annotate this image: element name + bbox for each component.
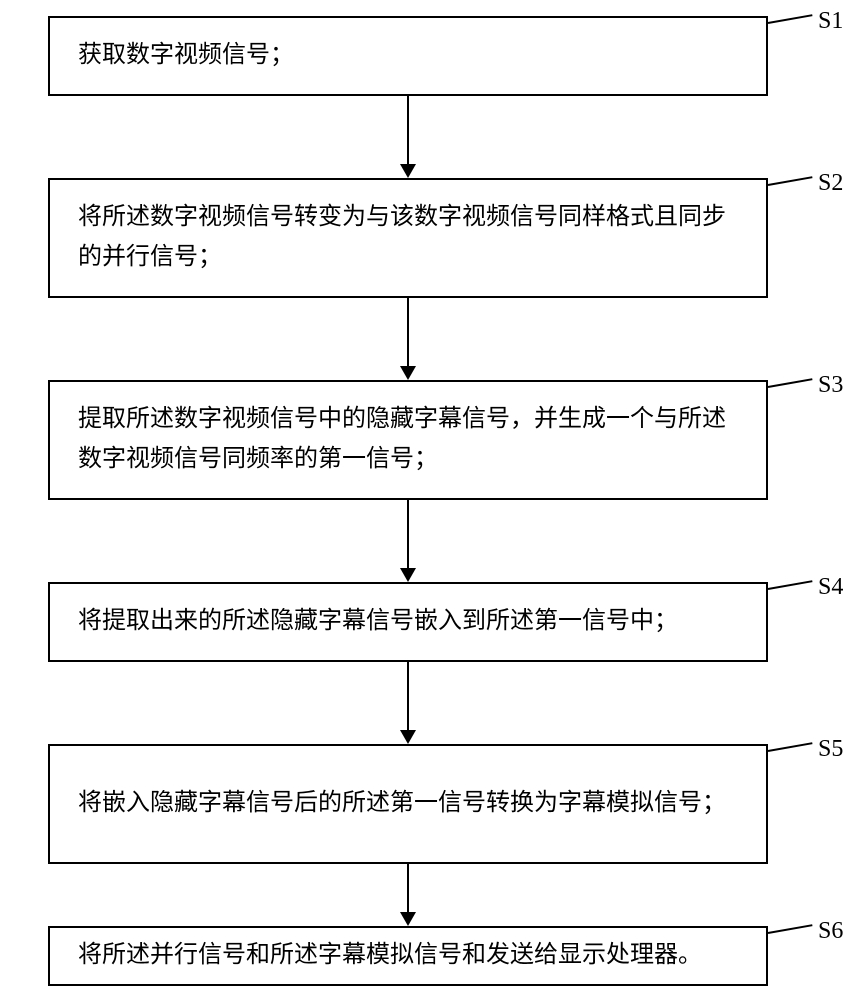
leader-s6	[768, 924, 813, 934]
step-text-s2: 将所述数字视频信号转变为与该数字视频信号同样格式且同步的并行信号；	[78, 198, 738, 277]
leader-s3	[768, 378, 813, 388]
step-box-s1: 获取数字视频信号；	[48, 16, 768, 96]
leader-s5	[768, 742, 813, 752]
step-box-s6: 将所述并行信号和所述字幕模拟信号和发送给显示处理器。	[48, 926, 768, 986]
step-text-s3: 提取所述数字视频信号中的隐藏字幕信号，并生成一个与所述数字视频信号同频率的第一信…	[78, 400, 738, 479]
step-text-s6: 将所述并行信号和所述字幕模拟信号和发送给显示处理器。	[78, 936, 738, 976]
step-box-s2: 将所述数字视频信号转变为与该数字视频信号同样格式且同步的并行信号；	[48, 178, 768, 298]
step-label-s1: S1	[818, 8, 843, 35]
step-box-s4: 将提取出来的所述隐藏字幕信号嵌入到所述第一信号中；	[48, 582, 768, 662]
arrow-s5-s6	[400, 864, 416, 926]
flowchart-canvas: 获取数字视频信号； S1 将所述数字视频信号转变为与该数字视频信号同样格式且同步…	[0, 0, 867, 1000]
step-box-s3: 提取所述数字视频信号中的隐藏字幕信号，并生成一个与所述数字视频信号同频率的第一信…	[48, 380, 768, 500]
step-text-s1: 获取数字视频信号；	[78, 36, 738, 76]
leader-s1	[768, 14, 813, 24]
step-label-s4: S4	[818, 574, 843, 601]
arrow-s3-s4	[400, 500, 416, 582]
leader-s2	[768, 176, 813, 186]
arrow-s4-s5	[400, 662, 416, 744]
arrow-s2-s3	[400, 298, 416, 380]
step-text-s4: 将提取出来的所述隐藏字幕信号嵌入到所述第一信号中；	[78, 602, 738, 642]
step-text-s5: 将嵌入隐藏字幕信号后的所述第一信号转换为字幕模拟信号；	[78, 784, 738, 824]
step-label-s6: S6	[818, 918, 843, 945]
step-label-s2: S2	[818, 170, 843, 197]
step-label-s5: S5	[818, 736, 843, 763]
step-label-s3: S3	[818, 372, 843, 399]
leader-s4	[768, 580, 813, 590]
arrow-s1-s2	[400, 96, 416, 178]
step-box-s5: 将嵌入隐藏字幕信号后的所述第一信号转换为字幕模拟信号；	[48, 744, 768, 864]
